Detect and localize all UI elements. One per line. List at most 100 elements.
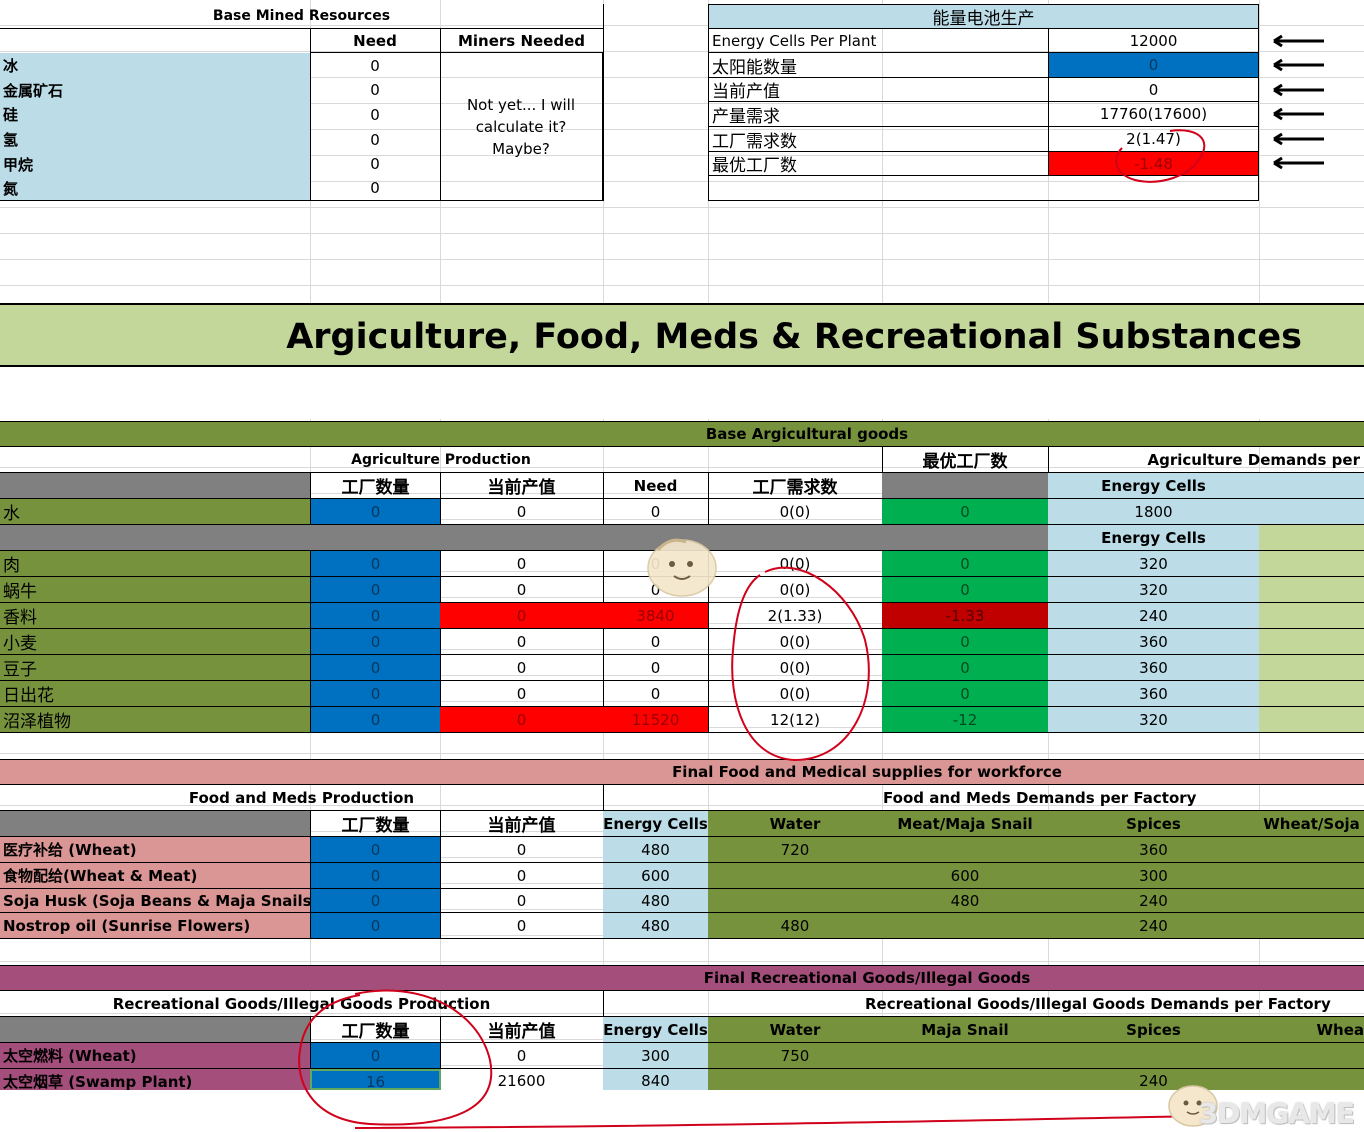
rec-row-spices[interactable] (1048, 1043, 1260, 1069)
agri-col-factories[interactable]: 工厂数量 (310, 473, 441, 499)
food-row-factories[interactable]: 0 (310, 913, 441, 939)
rec-col-output[interactable]: 当前产值 (440, 1017, 604, 1043)
agri-row-energy[interactable]: 1800 (1048, 499, 1260, 525)
agri-col-output[interactable]: 当前产值 (440, 473, 604, 499)
energy-label[interactable]: 太阳能数量 (708, 53, 1049, 78)
energy-value[interactable]: 0 (1048, 53, 1259, 78)
agri-row-need[interactable]: 0 (603, 681, 709, 707)
mined-row-name[interactable]: 甲烷 (0, 152, 310, 176)
food-row-factories[interactable]: 0 (310, 863, 441, 889)
mined-col-miners[interactable]: Miners Needed (440, 29, 604, 53)
food-row-factories[interactable]: 0 (310, 889, 441, 913)
agri-row-name[interactable]: 沼泽植物 (0, 707, 310, 733)
mined-row-need[interactable]: 0 (310, 53, 441, 78)
food-row-meat[interactable] (882, 837, 1049, 863)
agri-row-energy[interactable]: 360 (1048, 629, 1260, 655)
agri-row-required[interactable]: 0(0) (708, 551, 883, 577)
rec-col-spices[interactable]: Spices (1048, 1017, 1260, 1043)
agri-row-energy[interactable]: 360 (1048, 655, 1260, 681)
food-row-energy[interactable]: 600 (603, 863, 709, 889)
agri-row-required[interactable]: 0(0) (708, 629, 883, 655)
energy-value[interactable]: 17760(17600) (1048, 102, 1259, 127)
food-row-water[interactable] (708, 863, 883, 889)
agri-row-factories[interactable]: 0 (310, 603, 441, 629)
food-row-output[interactable]: 0 (440, 863, 604, 889)
food-row-spices[interactable]: 300 (1048, 863, 1260, 889)
agri-row-optimal[interactable]: 0 (882, 629, 1049, 655)
agri-row-optimal[interactable]: 0 (882, 499, 1049, 525)
food-col-output[interactable]: 当前产值 (440, 811, 604, 837)
food-row-name[interactable]: Nostrop oil (Sunrise Flowers) (0, 913, 310, 939)
energy-label[interactable]: 工厂需求数 (708, 127, 1049, 152)
agri-row-output[interactable]: 0 (440, 629, 604, 655)
agri-row-factories[interactable]: 0 (310, 499, 441, 525)
agri-row-need[interactable]: 0 (603, 655, 709, 681)
agri-row-energy[interactable]: 320 (1048, 707, 1260, 733)
food-row-energy[interactable]: 480 (603, 913, 709, 939)
agri-row-output[interactable]: 0 (440, 603, 604, 629)
rec-col-snail[interactable]: Maja Snail (882, 1017, 1049, 1043)
rec-row-water[interactable] (708, 1069, 883, 1090)
energy-label[interactable]: 当前产值 (708, 78, 1049, 102)
energy-value[interactable]: -1.48 (1048, 152, 1259, 176)
agri-row-optimal[interactable]: 0 (882, 681, 1049, 707)
agri-row-name[interactable]: 香料 (0, 603, 310, 629)
rec-row-name[interactable]: 太空烟草 (Swamp Plant) (0, 1069, 310, 1090)
agri-row-required[interactable]: 2(1.33) (708, 603, 883, 629)
food-row-output[interactable]: 0 (440, 837, 604, 863)
agri-row-required[interactable]: 0(0) (708, 499, 883, 525)
agri-row-optimal[interactable]: 0 (882, 655, 1049, 681)
agri-row-output[interactable]: 0 (440, 655, 604, 681)
rec-row-snail[interactable] (882, 1069, 1049, 1090)
rec-row-energy[interactable]: 300 (603, 1043, 709, 1069)
energy-label[interactable]: Energy Cells Per Plant (708, 29, 1049, 53)
agri-row-name[interactable]: 小麦 (0, 629, 310, 655)
energy-value[interactable]: 12000 (1048, 29, 1259, 53)
agri-row-factories[interactable]: 0 (310, 629, 441, 655)
food-row-energy[interactable]: 480 (603, 837, 709, 863)
mined-row-name[interactable]: 金属矿石 (0, 78, 310, 102)
rec-col-water[interactable]: Water (708, 1017, 883, 1043)
mined-row-need[interactable]: 0 (310, 176, 441, 201)
agri-row-required[interactable]: 12(12) (708, 707, 883, 733)
rec-row-output[interactable]: 0 (440, 1043, 604, 1069)
food-row-meat[interactable]: 480 (882, 889, 1049, 913)
food-col-meat[interactable]: Meat/Maja Snail (882, 811, 1049, 837)
mined-row-name[interactable]: 氮 (0, 176, 310, 201)
rec-row-water[interactable]: 750 (708, 1043, 883, 1069)
agri-row-required[interactable]: 0(0) (708, 681, 883, 707)
agri-row-energy[interactable]: 240 (1048, 603, 1260, 629)
energy-value[interactable]: 2(1.47) (1048, 127, 1259, 152)
agri-row-output[interactable]: 0 (440, 681, 604, 707)
agri-row-required[interactable]: 0(0) (708, 577, 883, 603)
agri-row-need[interactable]: 0 (603, 629, 709, 655)
agri-row-output[interactable]: 0 (440, 551, 604, 577)
mined-col-need[interactable]: Need (310, 29, 441, 53)
agri-row-optimal[interactable]: 0 (882, 551, 1049, 577)
rec-col-wheat[interactable]: Whea (1259, 1017, 1364, 1043)
agri-row-factories[interactable]: 0 (310, 577, 441, 603)
food-row-spices[interactable]: 240 (1048, 889, 1260, 913)
agri-row-name[interactable]: 肉 (0, 551, 310, 577)
agri-row-need[interactable]: 11520 (603, 707, 709, 733)
food-col-factories[interactable]: 工厂数量 (310, 811, 441, 837)
rec-row-snail[interactable] (882, 1043, 1049, 1069)
rec-row-name[interactable]: 太空燃料 (Wheat) (0, 1043, 310, 1069)
agri-row-energy[interactable]: 320 (1048, 577, 1260, 603)
food-row-meat[interactable]: 600 (882, 863, 1049, 889)
mined-row-need[interactable]: 0 (310, 78, 441, 102)
agri-row-factories[interactable]: 0 (310, 707, 441, 733)
food-row-energy[interactable]: 480 (603, 889, 709, 913)
agri-row-need[interactable]: 0 (603, 551, 709, 577)
energy-value[interactable]: 0 (1048, 78, 1259, 102)
agri-row-factories[interactable]: 0 (310, 551, 441, 577)
food-col-energy[interactable]: Energy Cells (603, 811, 709, 837)
agri-row-output[interactable]: 0 (440, 577, 604, 603)
energy-label[interactable]: 产量需求 (708, 102, 1049, 127)
mined-row-name[interactable]: 氢 (0, 127, 310, 152)
mined-row-name[interactable]: 冰 (0, 53, 310, 78)
agri-row-need[interactable]: 0 (603, 499, 709, 525)
food-row-water[interactable]: 720 (708, 837, 883, 863)
rec-col-energy[interactable]: Energy Cells (603, 1017, 709, 1043)
mined-row-need[interactable]: 0 (310, 102, 441, 127)
